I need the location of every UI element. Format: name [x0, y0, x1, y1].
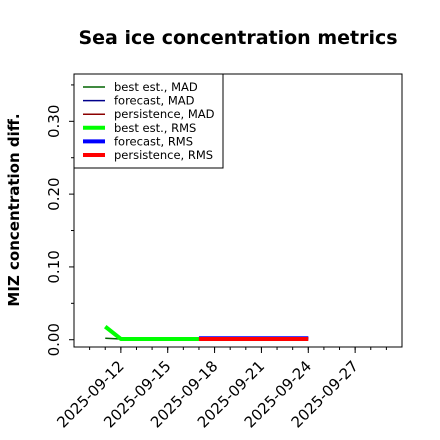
y-tick-label: 0.10 [45, 250, 63, 283]
series-line-best-est-rms [103, 325, 199, 341]
y-tick-label: 0.00 [45, 323, 63, 356]
y-tick-label: 0.30 [45, 105, 63, 138]
plot-area: 0.000.100.200.302025-09-122025-09-152025… [45, 73, 403, 431]
legend-label: best est., RMS [114, 121, 196, 135]
chart-title: Sea ice concentration metrics [78, 27, 397, 49]
legend-label: forecast, RMS [114, 134, 193, 148]
legend-label: forecast, MAD [114, 94, 195, 108]
legend-label: persistence, MAD [114, 107, 215, 121]
legend-label: persistence, RMS [114, 148, 213, 162]
legend-label: best est., MAD [114, 80, 198, 94]
plot-frame [73, 73, 403, 348]
y-tick-label: 0.20 [45, 177, 63, 210]
legend-box [73, 73, 224, 169]
y-axis-label: MIZ concentration diff. [5, 113, 23, 306]
